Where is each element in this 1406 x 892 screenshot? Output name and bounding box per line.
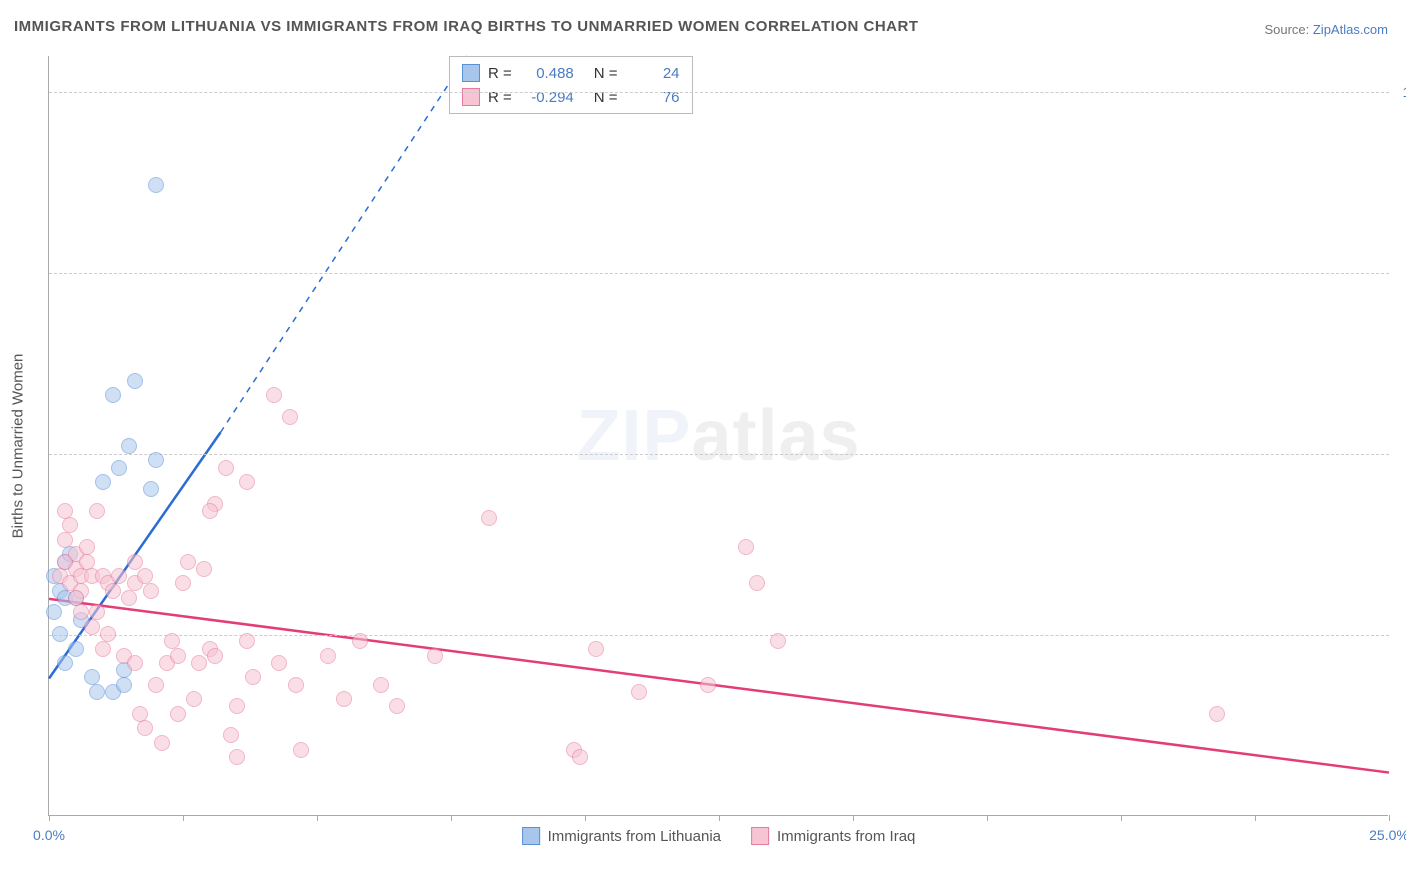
data-point bbox=[427, 648, 443, 664]
data-point bbox=[588, 641, 604, 657]
data-point bbox=[62, 517, 78, 533]
data-point bbox=[175, 575, 191, 591]
swatch-series-2 bbox=[462, 88, 480, 106]
data-point bbox=[89, 684, 105, 700]
data-point bbox=[202, 503, 218, 519]
data-point bbox=[245, 669, 261, 685]
data-point bbox=[127, 373, 143, 389]
data-point bbox=[191, 655, 207, 671]
data-point bbox=[105, 583, 121, 599]
data-point bbox=[749, 575, 765, 591]
source-link[interactable]: ZipAtlas.com bbox=[1313, 22, 1388, 37]
data-point bbox=[89, 503, 105, 519]
legend-swatch-1 bbox=[522, 827, 540, 845]
data-point bbox=[105, 387, 121, 403]
data-point bbox=[282, 409, 298, 425]
data-point bbox=[127, 655, 143, 671]
trend-lines bbox=[49, 56, 1389, 816]
legend-swatch-2 bbox=[751, 827, 769, 845]
plot-area: ZIPatlas R = 0.488 N = 24 R = -0.294 N =… bbox=[48, 56, 1388, 816]
data-point bbox=[1209, 706, 1225, 722]
data-point bbox=[170, 706, 186, 722]
stats-legend: R = 0.488 N = 24 R = -0.294 N = 76 bbox=[449, 56, 693, 114]
data-point bbox=[137, 720, 153, 736]
data-point bbox=[207, 648, 223, 664]
y-axis-label: Births to Unmarried Women bbox=[10, 354, 27, 539]
data-point bbox=[57, 655, 73, 671]
data-point bbox=[196, 561, 212, 577]
data-point bbox=[170, 648, 186, 664]
data-point bbox=[336, 691, 352, 707]
data-point bbox=[373, 677, 389, 693]
swatch-series-1 bbox=[462, 64, 480, 82]
data-point bbox=[572, 749, 588, 765]
data-point bbox=[352, 633, 368, 649]
chart-title: IMMIGRANTS FROM LITHUANIA VS IMMIGRANTS … bbox=[14, 18, 919, 35]
data-point bbox=[148, 177, 164, 193]
data-point bbox=[229, 698, 245, 714]
data-point bbox=[239, 474, 255, 490]
data-point bbox=[84, 619, 100, 635]
data-point bbox=[239, 633, 255, 649]
data-point bbox=[111, 460, 127, 476]
data-point bbox=[116, 677, 132, 693]
data-point bbox=[631, 684, 647, 700]
data-point bbox=[121, 590, 137, 606]
data-point bbox=[73, 604, 89, 620]
data-point bbox=[148, 452, 164, 468]
data-point bbox=[52, 626, 68, 642]
source-label: Source: ZipAtlas.com bbox=[1264, 22, 1388, 37]
data-point bbox=[700, 677, 716, 693]
data-point bbox=[223, 727, 239, 743]
legend-item-1: Immigrants from Lithuania bbox=[522, 827, 721, 845]
data-point bbox=[389, 698, 405, 714]
data-point bbox=[770, 633, 786, 649]
data-point bbox=[288, 677, 304, 693]
data-point bbox=[143, 481, 159, 497]
bottom-legend: Immigrants from Lithuania Immigrants fro… bbox=[522, 827, 916, 845]
data-point bbox=[95, 641, 111, 657]
data-point bbox=[57, 532, 73, 548]
data-point bbox=[320, 648, 336, 664]
data-point bbox=[186, 691, 202, 707]
data-point bbox=[79, 539, 95, 555]
data-point bbox=[100, 626, 116, 642]
data-point bbox=[95, 474, 111, 490]
data-point bbox=[111, 568, 127, 584]
legend-item-2: Immigrants from Iraq bbox=[751, 827, 915, 845]
stats-row-2: R = -0.294 N = 76 bbox=[462, 85, 680, 109]
data-point bbox=[218, 460, 234, 476]
data-point bbox=[121, 438, 137, 454]
data-point bbox=[68, 641, 84, 657]
data-point bbox=[271, 655, 287, 671]
data-point bbox=[229, 749, 245, 765]
data-point bbox=[266, 387, 282, 403]
data-point bbox=[127, 554, 143, 570]
data-point bbox=[89, 604, 105, 620]
data-point bbox=[481, 510, 497, 526]
data-point bbox=[46, 604, 62, 620]
stats-row-1: R = 0.488 N = 24 bbox=[462, 61, 680, 85]
data-point bbox=[154, 735, 170, 751]
data-point bbox=[293, 742, 309, 758]
data-point bbox=[180, 554, 196, 570]
data-point bbox=[148, 677, 164, 693]
data-point bbox=[738, 539, 754, 555]
data-point bbox=[143, 583, 159, 599]
